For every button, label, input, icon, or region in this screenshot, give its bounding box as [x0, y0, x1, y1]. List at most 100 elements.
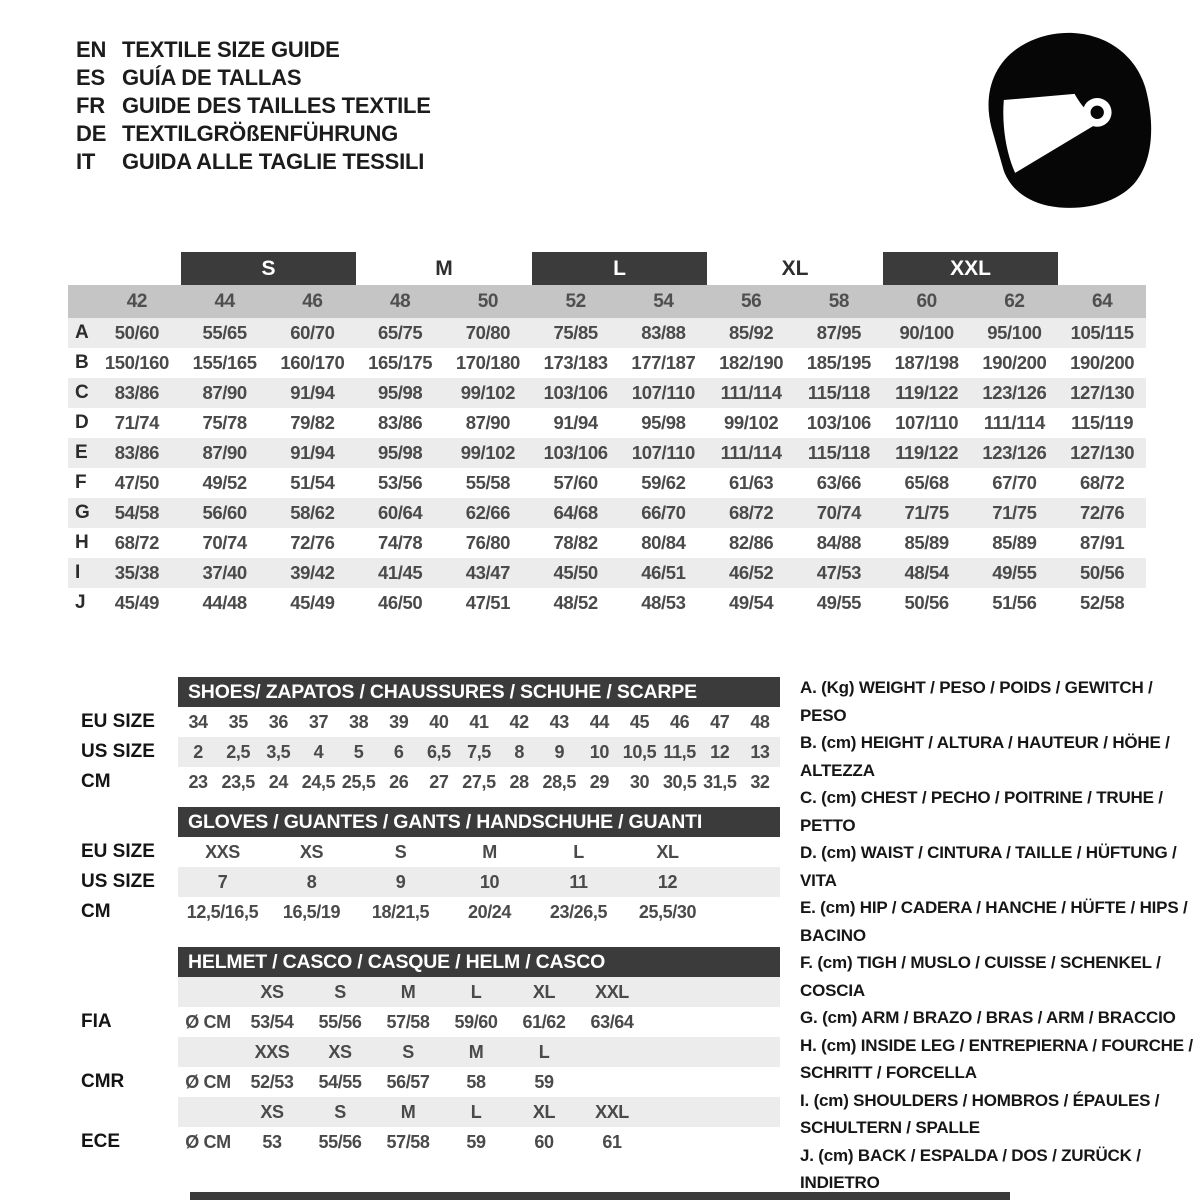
measurement-value: 127/130	[1070, 442, 1135, 463]
measurement-value: 64/68	[553, 502, 598, 523]
helmet-value: 55/56	[318, 1011, 362, 1032]
measurement-value: 68/72	[114, 532, 160, 553]
measurement-value: 111/114	[983, 412, 1045, 433]
legend-item: J. (cm) BACK / ESPALDA / DOS / ZURÜCK / …	[800, 1145, 1141, 1193]
size-group-label: XL	[781, 256, 809, 280]
measurement-value: 87/95	[816, 322, 862, 343]
measurement-value: 107/110	[631, 382, 695, 403]
measurement-value: 54/58	[114, 502, 160, 523]
language-title-block: EN TEXTILE SIZE GUIDE ES GUÍA DE TALLAS …	[76, 36, 431, 176]
measurement-value: 48/52	[553, 592, 598, 613]
measurement-value: 111/114	[720, 382, 782, 403]
measurement-value: 63/66	[816, 472, 862, 493]
measurement-value: 51/56	[992, 592, 1037, 613]
shoes-value: 3,5	[266, 741, 291, 762]
measurement-value: 107/110	[895, 412, 959, 433]
measurement-value: 50/56	[904, 592, 949, 613]
measurement-value: 177/187	[631, 352, 696, 373]
measurement-value: 185/195	[806, 352, 871, 373]
gloves-value: M	[482, 841, 497, 862]
size-group-label: M	[435, 256, 453, 280]
shoes-value: 27,5	[462, 771, 496, 792]
gloves-row: US SIZE 7 8 9 10 11 12	[68, 867, 780, 897]
measurement-value: 115/118	[807, 442, 870, 463]
language-line: FR GUIDE DES TAILLES TEXTILE	[76, 92, 431, 120]
measurement-value: 78/82	[553, 532, 598, 553]
helmet-size-label: L	[470, 1101, 482, 1122]
size-number: 42	[126, 290, 148, 312]
helmet-section-header: HELMET / CASCO / CASQUE / HELM / CASCO	[178, 947, 780, 977]
helmet-size-label: L	[470, 981, 482, 1002]
cropped-footer-bar	[190, 1192, 1010, 1200]
legend-item: B. (cm) HEIGHT / ALTURA / HAUTEUR / HÖHE…	[800, 733, 1170, 780]
measurement-value: 95/98	[377, 382, 423, 403]
measurement-value: 56/60	[202, 502, 247, 523]
size-group-label: XXL	[882, 252, 1059, 285]
measurement-value: 105/115	[1070, 322, 1134, 343]
helmet-table: HELMET / CASCO / CASQUE / HELM / CASCO X…	[68, 947, 780, 1157]
measurement-value: 72/76	[1079, 502, 1125, 523]
measurement-value: 47/51	[465, 592, 511, 613]
measurement-value: 91/94	[290, 382, 335, 403]
row-letter: D	[75, 412, 89, 433]
helmet-size-label: XXL	[595, 1101, 629, 1122]
shoes-value: 25,5	[341, 771, 376, 792]
measurement-value: 52/58	[1079, 592, 1125, 613]
row-letter: F	[75, 472, 87, 493]
measurement-value: 87/90	[202, 442, 247, 463]
shoes-value: 30,5	[662, 771, 697, 792]
measurement-value: 155/165	[192, 352, 257, 373]
shoes-row-label: EU SIZE	[81, 711, 155, 732]
measurement-value: 90/100	[899, 322, 955, 343]
measurement-value: 82/86	[728, 532, 774, 553]
gloves-value: 10	[479, 871, 500, 892]
measurement-value: 48/54	[904, 562, 949, 583]
measurement-value: 45/49	[114, 592, 160, 613]
measurement-value: 55/58	[465, 472, 511, 493]
measurement-value: 70/80	[465, 322, 511, 343]
helmet-label-spacer	[68, 1097, 178, 1127]
measurement-value: 45/49	[290, 592, 335, 613]
gloves-value: 9	[395, 871, 406, 892]
measurement-value: 165/175	[368, 352, 433, 373]
size-number: 58	[828, 290, 850, 312]
size-group-label: S	[180, 252, 357, 285]
helmet-size-label: XXS	[254, 1041, 290, 1062]
helmet-standard-group: XS S M L XL XXL FIA Ø CM 53/54 55/56 57/58 59/60…	[68, 977, 780, 1037]
helmet-value: 61	[602, 1131, 622, 1152]
measurement-row: D 71/74 75/78 79/82 83/86 87/90 91/94 95/98 99/…	[68, 408, 1146, 438]
measurement-value: 95/98	[641, 412, 686, 433]
shoes-value: 48	[750, 711, 770, 732]
measurement-value: 87/91	[1079, 532, 1125, 553]
racing-helmet-icon	[972, 26, 1167, 211]
legend-item: D. (cm) WAIST / CINTURA / TAILLE / HÜFTU…	[800, 843, 1177, 890]
measurement-value: 60/70	[290, 322, 335, 343]
helmet-size-label: M	[468, 1041, 484, 1062]
measurement-value: 35/38	[114, 562, 160, 583]
helmet-value: 55/56	[318, 1131, 362, 1152]
diameter-spacer	[178, 977, 238, 1007]
measurement-value: 68/72	[1079, 472, 1125, 493]
gloves-value: 25,5/30	[638, 901, 697, 922]
diameter-label: Ø CM	[185, 1071, 231, 1092]
gloves-table: GLOVES / GUANTES / GANTS / HANDSCHUHE / …	[68, 807, 780, 927]
legend-item: C. (cm) CHEST / PECHO / POITRINE / TRUHE…	[800, 788, 1163, 835]
size-number: 62	[1004, 290, 1025, 312]
helmet-sizes-row: XS S M L XL XXL	[68, 977, 780, 1007]
helmet-value: 60	[534, 1131, 554, 1152]
measurement-row: A 50/60 55/65 60/70 65/75 70/80 75/85 83/88 85/…	[68, 318, 1146, 348]
measurement-value: 123/126	[982, 442, 1047, 463]
gloves-value: 20/24	[467, 901, 512, 922]
size-number: 48	[389, 290, 411, 312]
row-letter: B	[75, 352, 89, 373]
gloves-value: 12	[657, 871, 678, 892]
measurement-value: 182/190	[719, 352, 784, 373]
shoes-value: 40	[429, 711, 449, 732]
measurement-value: 173/183	[543, 352, 608, 373]
shoes-label-spacer	[68, 677, 178, 707]
guide-title: GUÍA DE TALLAS	[122, 65, 302, 90]
helmet-standard-label: ECE	[81, 1131, 121, 1152]
legend-item: I. (cm) SHOULDERS / HOMBROS / ÉPAULES / …	[800, 1090, 1160, 1138]
measurement-value: 47/50	[114, 472, 160, 493]
helmet-size-label: XS	[260, 981, 284, 1002]
